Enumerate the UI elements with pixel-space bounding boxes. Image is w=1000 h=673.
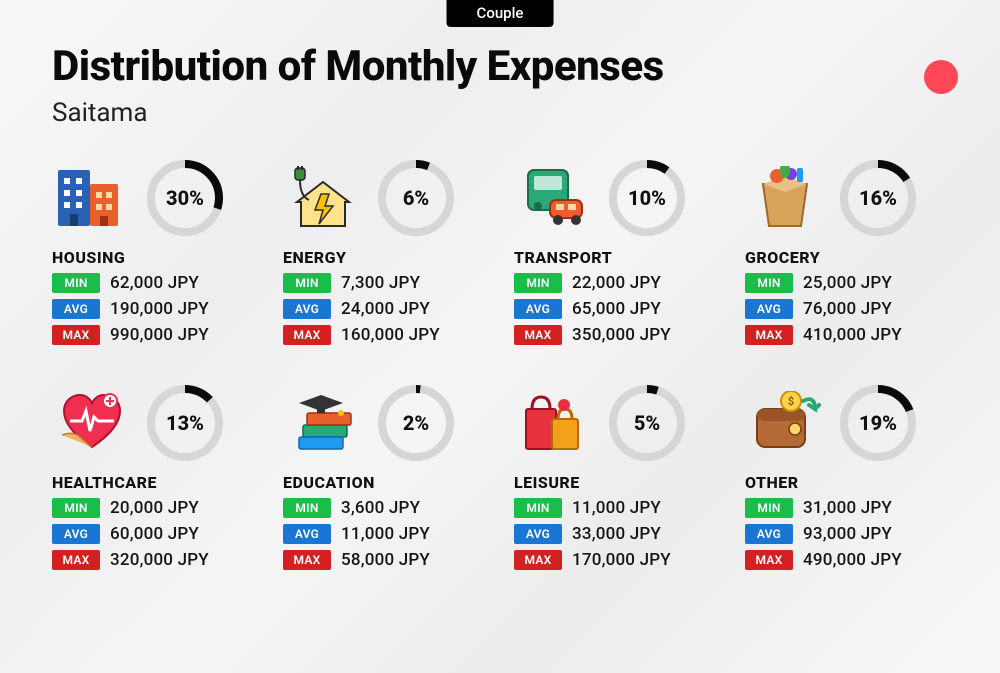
- max-value: 170,000 JPY: [572, 550, 671, 570]
- min-badge: MIN: [745, 273, 793, 293]
- avg-badge: AVG: [514, 299, 562, 319]
- avg-value: 76,000 JPY: [803, 299, 892, 319]
- percent-label: 19%: [859, 411, 897, 435]
- expense-card: 2% EDUCATION MIN 3,600 JPY AVG 11,000 JP…: [283, 383, 496, 570]
- accent-dot: [924, 60, 958, 94]
- max-badge: MAX: [283, 550, 331, 570]
- max-badge: MAX: [745, 550, 793, 570]
- max-badge: MAX: [52, 325, 100, 345]
- max-value: 320,000 JPY: [110, 550, 209, 570]
- min-badge: MIN: [283, 273, 331, 293]
- min-badge: MIN: [52, 273, 100, 293]
- avg-value: 190,000 JPY: [110, 299, 209, 319]
- max-badge: MAX: [52, 550, 100, 570]
- expense-card: 30% HOUSING MIN 62,000 JPY AVG 190,000 J…: [52, 158, 265, 345]
- max-badge: MAX: [514, 550, 562, 570]
- min-badge: MIN: [52, 498, 100, 518]
- percent-ring: 2%: [377, 384, 455, 462]
- expense-card: 10% TRANSPORT MIN 22,000 JPY AVG 65,000 …: [514, 158, 727, 345]
- grocery-icon: [745, 158, 825, 238]
- min-badge: MIN: [283, 498, 331, 518]
- category-name: HOUSING: [52, 248, 265, 267]
- min-value: 3,600 JPY: [341, 498, 420, 518]
- healthcare-icon: [52, 383, 132, 463]
- min-value: 62,000 JPY: [110, 273, 199, 293]
- percent-ring: 19%: [839, 384, 917, 462]
- avg-badge: AVG: [283, 524, 331, 544]
- max-value: 990,000 JPY: [110, 325, 209, 345]
- max-value: 490,000 JPY: [803, 550, 902, 570]
- category-name: EDUCATION: [283, 473, 496, 492]
- avg-value: 65,000 JPY: [572, 299, 661, 319]
- min-value: 11,000 JPY: [572, 498, 661, 518]
- max-badge: MAX: [283, 325, 331, 345]
- min-value: 20,000 JPY: [110, 498, 199, 518]
- svg-text:$: $: [788, 395, 794, 408]
- percent-ring: 16%: [839, 159, 917, 237]
- percent-ring: 6%: [377, 159, 455, 237]
- housing-icon: [52, 158, 132, 238]
- category-name: ENERGY: [283, 248, 496, 267]
- energy-icon: [283, 158, 363, 238]
- transport-icon: [514, 158, 594, 238]
- max-value: 160,000 JPY: [341, 325, 440, 345]
- category-name: TRANSPORT: [514, 248, 727, 267]
- avg-badge: AVG: [52, 299, 100, 319]
- max-badge: MAX: [745, 325, 793, 345]
- category-name: HEALTHCARE: [52, 473, 265, 492]
- avg-badge: AVG: [52, 524, 100, 544]
- percent-ring: 10%: [608, 159, 686, 237]
- avg-badge: AVG: [745, 299, 793, 319]
- avg-badge: AVG: [514, 524, 562, 544]
- min-badge: MIN: [514, 273, 562, 293]
- min-badge: MIN: [745, 498, 793, 518]
- min-value: 22,000 JPY: [572, 273, 661, 293]
- max-value: 350,000 JPY: [572, 325, 671, 345]
- percent-label: 16%: [859, 186, 897, 210]
- category-name: GROCERY: [745, 248, 958, 267]
- min-value: 31,000 JPY: [803, 498, 892, 518]
- avg-value: 11,000 JPY: [341, 524, 430, 544]
- percent-label: 30%: [166, 186, 204, 210]
- percent-label: 5%: [634, 411, 660, 435]
- percent-ring: 30%: [146, 159, 224, 237]
- leisure-icon: [514, 383, 594, 463]
- avg-value: 60,000 JPY: [110, 524, 199, 544]
- expense-card: 5% LEISURE MIN 11,000 JPY AVG 33,000 JPY…: [514, 383, 727, 570]
- percent-label: 6%: [403, 186, 429, 210]
- min-value: 7,300 JPY: [341, 273, 420, 293]
- max-value: 58,000 JPY: [341, 550, 430, 570]
- education-icon: [283, 383, 363, 463]
- category-name: LEISURE: [514, 473, 727, 492]
- min-value: 25,000 JPY: [803, 273, 892, 293]
- percent-ring: 5%: [608, 384, 686, 462]
- expense-grid: 30% HOUSING MIN 62,000 JPY AVG 190,000 J…: [52, 158, 958, 570]
- avg-badge: AVG: [283, 299, 331, 319]
- percent-label: 10%: [628, 186, 666, 210]
- household-type-tab: Couple: [447, 0, 554, 27]
- expense-card: 13% HEALTHCARE MIN 20,000 JPY AVG 60,000…: [52, 383, 265, 570]
- percent-ring: 13%: [146, 384, 224, 462]
- avg-badge: AVG: [745, 524, 793, 544]
- avg-value: 33,000 JPY: [572, 524, 661, 544]
- other-icon: $: [745, 383, 825, 463]
- avg-value: 24,000 JPY: [341, 299, 430, 319]
- avg-value: 93,000 JPY: [803, 524, 892, 544]
- expense-card: 16% GROCERY MIN 25,000 JPY AVG 76,000 JP…: [745, 158, 958, 345]
- expense-card: 6% ENERGY MIN 7,300 JPY AVG 24,000 JPY M…: [283, 158, 496, 345]
- max-value: 410,000 JPY: [803, 325, 902, 345]
- category-name: OTHER: [745, 473, 958, 492]
- min-badge: MIN: [514, 498, 562, 518]
- max-badge: MAX: [514, 325, 562, 345]
- percent-label: 2%: [403, 411, 429, 435]
- page-title: Distribution of Monthly Expenses: [52, 42, 664, 91]
- expense-card: $ 19% OTHER MIN 31,000 JPY AVG 93,000 JP…: [745, 383, 958, 570]
- location-subtitle: Saitama: [52, 98, 148, 128]
- percent-label: 13%: [166, 411, 204, 435]
